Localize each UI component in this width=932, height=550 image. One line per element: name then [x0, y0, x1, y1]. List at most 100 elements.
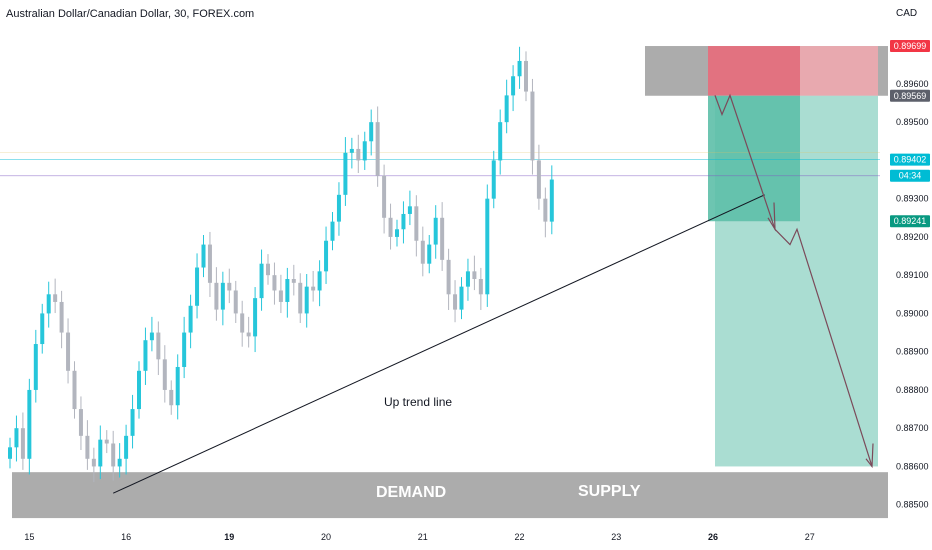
candle-body	[130, 409, 135, 436]
price-badge	[890, 89, 930, 102]
price-badge-label: 04:34	[899, 171, 922, 181]
candle-body	[459, 286, 464, 310]
candle-body	[395, 229, 399, 237]
price-badge-label: 0.89241	[894, 216, 927, 226]
candle-body	[91, 458, 96, 467]
candle-body	[272, 275, 277, 291]
demand-zone	[12, 472, 888, 519]
candle-body	[78, 409, 83, 436]
candle-body	[530, 91, 535, 161]
candle-body	[278, 290, 283, 302]
arrowhead-2	[865, 443, 874, 469]
x-tick-label: 27	[805, 532, 815, 542]
trendline-label: Up trend line	[384, 395, 452, 409]
candle-body	[66, 332, 71, 371]
candle-body	[446, 259, 451, 295]
candle-body	[214, 282, 219, 310]
candle-body	[369, 122, 374, 142]
x-tick-label: 15	[24, 532, 34, 542]
candle-body	[117, 458, 122, 467]
candle-body	[524, 60, 528, 92]
candle-body	[98, 439, 103, 467]
candle-body	[240, 313, 245, 333]
candle-body	[195, 267, 200, 306]
candle-body	[414, 206, 419, 241]
y-tick-label: 0.88700	[896, 423, 929, 433]
y-tick-label: 0.88800	[896, 385, 929, 395]
x-tick-label: 23	[611, 532, 621, 542]
candle-body	[311, 286, 316, 291]
candle-body	[246, 332, 251, 337]
candle-body	[253, 298, 258, 337]
candle-body	[407, 206, 412, 214]
candle-body	[27, 389, 32, 459]
candle-body	[137, 370, 141, 410]
y-tick-label: 0.89100	[896, 270, 929, 280]
candle-body	[40, 313, 45, 345]
take-profit-box-filled	[708, 95, 800, 222]
candle-body	[111, 443, 116, 467]
candle-body	[440, 217, 445, 260]
candle-body	[20, 428, 25, 459]
candle-body	[401, 213, 406, 230]
x-tick-label: 20	[321, 532, 331, 542]
candle-body	[201, 244, 206, 268]
candle-body	[343, 152, 348, 195]
candle-body	[491, 160, 496, 199]
y-tick-label: 0.89300	[896, 194, 929, 204]
candle-body	[124, 435, 129, 459]
candle-body	[433, 217, 438, 245]
y-tick-label: 0.88900	[896, 347, 929, 357]
price-badge-label: 0.89569	[894, 91, 927, 101]
candle-body	[336, 194, 341, 222]
candle-body	[188, 305, 193, 333]
candle-body	[536, 160, 541, 199]
candle-body	[182, 332, 187, 367]
candle-body	[453, 294, 458, 310]
candle-body	[85, 435, 90, 459]
y-tick-label: 0.88500	[896, 500, 929, 510]
y-tick-label: 0.89200	[896, 232, 929, 242]
candle-body	[220, 282, 225, 310]
currency-label: CAD	[896, 8, 918, 19]
candle-body	[207, 244, 212, 283]
candle-body	[8, 447, 12, 459]
candle-body	[175, 366, 180, 406]
candle-body	[59, 301, 64, 333]
candle-body	[266, 263, 270, 276]
candle-body	[349, 148, 354, 153]
candle-body	[149, 332, 154, 341]
price-badge	[890, 215, 930, 228]
candle-body	[382, 175, 387, 218]
price-badge-label: 0.89699	[894, 41, 927, 51]
candle-body	[298, 282, 303, 314]
x-tick-label: 19	[224, 532, 234, 542]
x-tick-label: 22	[515, 532, 525, 542]
candle-body	[543, 198, 548, 222]
candle-body	[227, 282, 232, 291]
candle-body	[53, 294, 58, 302]
candle-body	[427, 244, 432, 264]
candle-body	[259, 263, 264, 299]
y-tick-label: 0.89000	[896, 308, 929, 318]
candle-body	[375, 122, 380, 176]
candle-body	[465, 271, 470, 287]
price-badge	[890, 153, 930, 166]
candle-body	[472, 271, 477, 279]
candle-body	[72, 370, 77, 410]
candle-body	[291, 279, 296, 283]
candle-body	[33, 344, 38, 390]
x-tick-label: 16	[121, 532, 131, 542]
candle-body	[485, 198, 490, 295]
price-badge	[890, 169, 930, 182]
arrowhead-1	[767, 202, 776, 232]
candle-body	[498, 122, 503, 161]
candle-body	[388, 217, 393, 237]
stop-loss-box-filled	[708, 46, 800, 96]
candle-body	[324, 240, 329, 272]
candle-body	[104, 439, 109, 444]
candle-body	[143, 340, 148, 371]
candle-body	[517, 60, 522, 77]
chart-title: Australian Dollar/Canadian Dollar, 30, F…	[6, 8, 255, 20]
